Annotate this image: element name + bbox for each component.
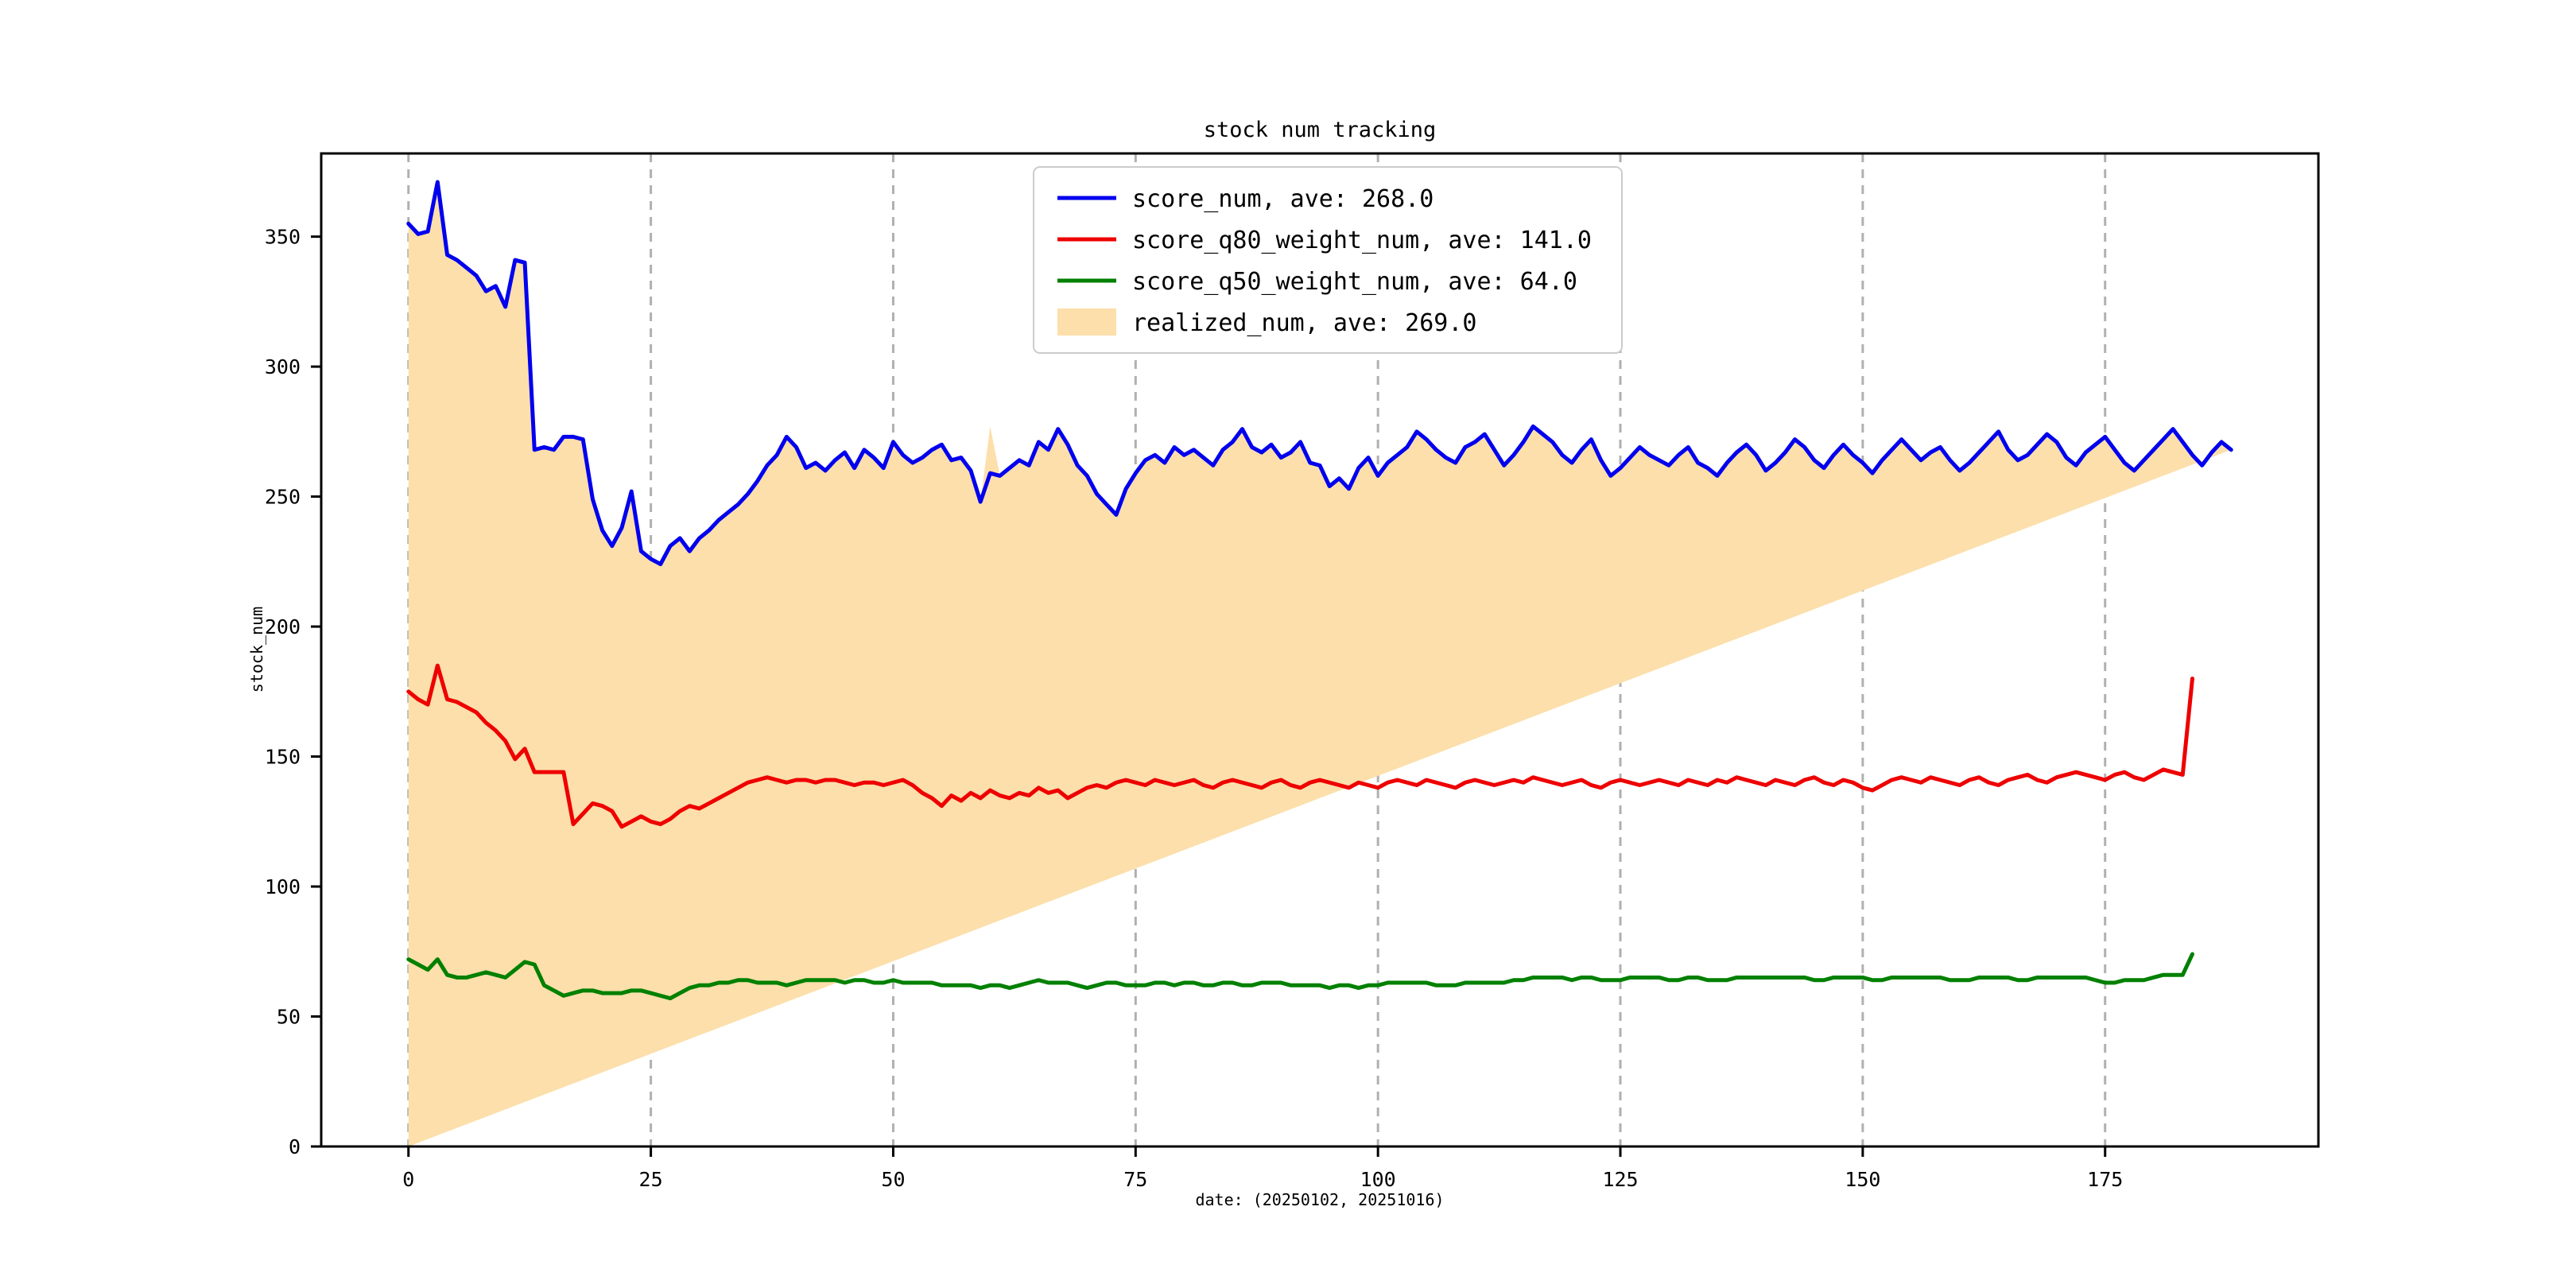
xtick-label-175: 175: [2087, 1168, 2123, 1191]
ytick-label-0: 0: [289, 1135, 301, 1158]
legend-label-realized_num: realized_num, ave: 269.0: [1132, 309, 1476, 337]
legend-item-realized_num[interactable]: realized_num, ave: 269.0: [1057, 308, 1476, 337]
line-score_q80_weight_num: [406, 663, 2194, 829]
legend-item-score_num[interactable]: score_num, ave: 268.0: [1057, 185, 1433, 213]
legend-label-score_q80_weight_num: score_q80_weight_num, ave: 141.0: [1132, 227, 1592, 254]
xtick-label-0: 0: [402, 1168, 414, 1191]
ytick-label-350: 350: [265, 226, 301, 249]
y-axis-ticks: 0 50 100 150 200 250 300 350: [265, 226, 321, 1158]
ytick-label-150: 150: [265, 746, 301, 769]
y-axis-label: stock_num: [247, 607, 266, 692]
x-axis-label: date: (20250102, 20251016): [1195, 1190, 1444, 1209]
chart-legend[interactable]: score_num, ave: 268.0 score_q80_weight_nu…: [1033, 166, 1623, 354]
ytick-label-100: 100: [265, 875, 301, 898]
xtick-label-100: 100: [1360, 1168, 1396, 1191]
series-lines: [406, 180, 2233, 1001]
ytick-label-50: 50: [277, 1006, 301, 1029]
ytick-label-250: 250: [265, 486, 301, 509]
xtick-label-150: 150: [1845, 1168, 1880, 1191]
legend-item-score_q80_weight_num[interactable]: score_q80_weight_num, ave: 141.0: [1057, 227, 1592, 254]
line-score_num: [406, 180, 2233, 567]
legend-item-score_q50_weight_num[interactable]: score_q50_weight_num, ave: 64.0: [1057, 268, 1577, 296]
line-score_q50_weight_num: [406, 952, 2194, 1001]
axes-spines: [320, 152, 2320, 1148]
legend-label-score_num: score_num, ave: 268.0: [1132, 185, 1433, 213]
chart-title: stock num tracking: [1204, 118, 1437, 142]
ytick-label-300: 300: [265, 355, 301, 378]
ytick-label-200: 200: [265, 615, 301, 638]
xtick-label-25: 25: [639, 1168, 663, 1191]
xtick-label-75: 75: [1123, 1168, 1147, 1191]
realized-num-area: [408, 181, 2232, 1147]
xtick-label-125: 125: [1602, 1168, 1638, 1191]
xtick-label-50: 50: [881, 1168, 905, 1191]
legend-box: [1033, 166, 1623, 354]
legend-label-score_q50_weight_num: score_q50_weight_num, ave: 64.0: [1132, 268, 1577, 296]
x-axis-ticks: 0 25 50 75 100 125 150 175: [402, 1146, 2123, 1191]
legend-swatch-realized_num: [1057, 308, 1116, 336]
area-realized_num: [408, 181, 2232, 1147]
